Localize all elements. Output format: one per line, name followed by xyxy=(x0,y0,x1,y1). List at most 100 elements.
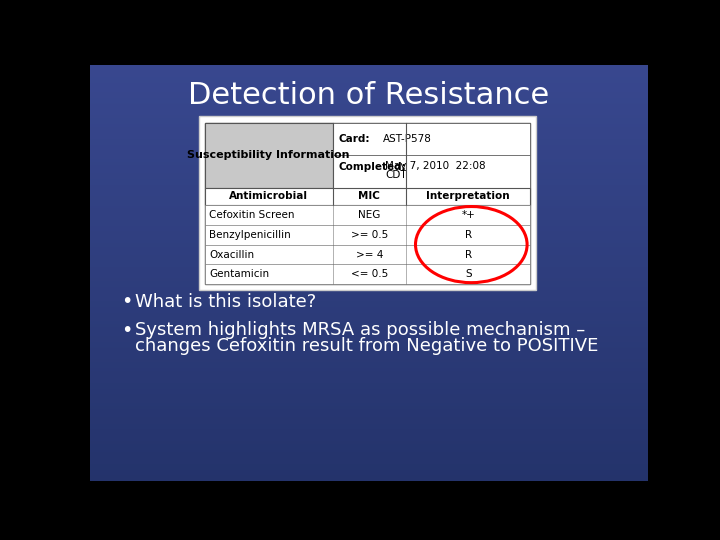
Bar xyxy=(90,469,648,470)
Bar xyxy=(90,137,648,138)
Bar xyxy=(90,355,648,356)
Bar xyxy=(90,374,648,375)
Bar xyxy=(90,80,648,81)
Bar xyxy=(90,198,648,199)
Bar xyxy=(90,409,648,410)
Bar xyxy=(90,92,648,93)
Bar xyxy=(90,461,648,462)
Bar xyxy=(90,236,648,237)
Bar xyxy=(90,273,648,274)
Bar xyxy=(90,292,648,293)
Bar xyxy=(90,148,648,150)
Bar xyxy=(90,266,648,267)
Bar xyxy=(90,438,648,439)
Bar xyxy=(90,475,648,476)
Bar xyxy=(90,319,648,320)
Bar xyxy=(90,154,648,155)
Bar xyxy=(90,345,648,346)
Bar xyxy=(90,442,648,443)
Bar xyxy=(90,212,648,213)
Bar xyxy=(90,352,648,353)
Text: Gentamicin: Gentamicin xyxy=(210,269,269,279)
Bar xyxy=(90,308,648,309)
Bar xyxy=(90,97,648,98)
Bar xyxy=(90,228,648,229)
Bar xyxy=(90,150,648,151)
Bar xyxy=(90,293,648,294)
Text: •: • xyxy=(121,321,132,340)
Bar xyxy=(90,462,648,463)
Bar xyxy=(90,392,648,393)
Bar xyxy=(90,356,648,357)
Bar xyxy=(90,362,648,363)
Bar xyxy=(90,372,648,373)
Bar xyxy=(90,100,648,101)
Bar xyxy=(90,145,648,146)
Bar xyxy=(90,401,648,402)
Bar xyxy=(90,244,648,245)
Bar xyxy=(90,284,648,285)
Bar xyxy=(90,114,648,115)
Bar xyxy=(90,301,648,302)
Bar xyxy=(90,460,648,461)
Bar xyxy=(90,222,648,224)
Bar xyxy=(90,175,648,176)
Bar xyxy=(90,389,648,390)
Bar xyxy=(90,304,648,305)
Bar xyxy=(90,418,648,419)
Bar xyxy=(90,280,648,281)
Bar xyxy=(90,221,648,222)
Bar xyxy=(90,251,648,252)
Bar xyxy=(90,155,648,156)
Bar xyxy=(90,227,648,228)
Text: >= 4: >= 4 xyxy=(356,249,383,260)
Bar xyxy=(90,147,648,148)
Bar xyxy=(90,408,648,409)
Bar xyxy=(90,140,648,141)
Bar xyxy=(90,165,648,166)
Bar xyxy=(90,258,648,259)
Bar xyxy=(90,342,648,343)
Bar xyxy=(90,167,648,168)
Bar xyxy=(90,282,648,283)
Bar xyxy=(90,407,648,408)
Bar xyxy=(90,264,648,265)
Bar xyxy=(90,335,648,336)
Bar xyxy=(90,364,648,365)
Bar xyxy=(90,305,648,306)
Text: >= 0.5: >= 0.5 xyxy=(351,230,388,240)
Text: *+: *+ xyxy=(462,210,475,220)
Bar xyxy=(90,232,648,233)
Bar xyxy=(90,110,648,111)
Bar xyxy=(90,205,648,206)
Bar xyxy=(90,81,648,82)
Text: MIC: MIC xyxy=(359,192,380,201)
Bar xyxy=(90,195,648,197)
Bar xyxy=(90,286,648,287)
Text: Susceptibility Information: Susceptibility Information xyxy=(187,150,350,160)
Bar xyxy=(90,189,648,190)
Bar xyxy=(90,124,648,125)
Bar xyxy=(90,423,648,424)
Bar xyxy=(90,378,648,379)
Bar xyxy=(90,156,648,157)
Bar xyxy=(90,238,648,239)
Bar xyxy=(90,106,648,107)
Bar xyxy=(90,387,648,388)
Bar xyxy=(90,376,648,377)
Bar xyxy=(90,313,648,314)
Bar xyxy=(90,341,648,342)
Bar xyxy=(90,231,648,232)
Bar xyxy=(90,160,648,161)
Bar xyxy=(90,315,648,316)
Bar xyxy=(90,217,648,218)
Bar xyxy=(90,369,648,370)
Bar xyxy=(90,386,648,387)
Bar xyxy=(90,219,648,220)
Bar xyxy=(90,267,648,268)
Bar xyxy=(204,245,530,265)
Bar xyxy=(90,207,648,208)
Bar xyxy=(90,76,648,77)
Bar xyxy=(90,107,648,108)
Text: Oxacillin: Oxacillin xyxy=(210,249,254,260)
